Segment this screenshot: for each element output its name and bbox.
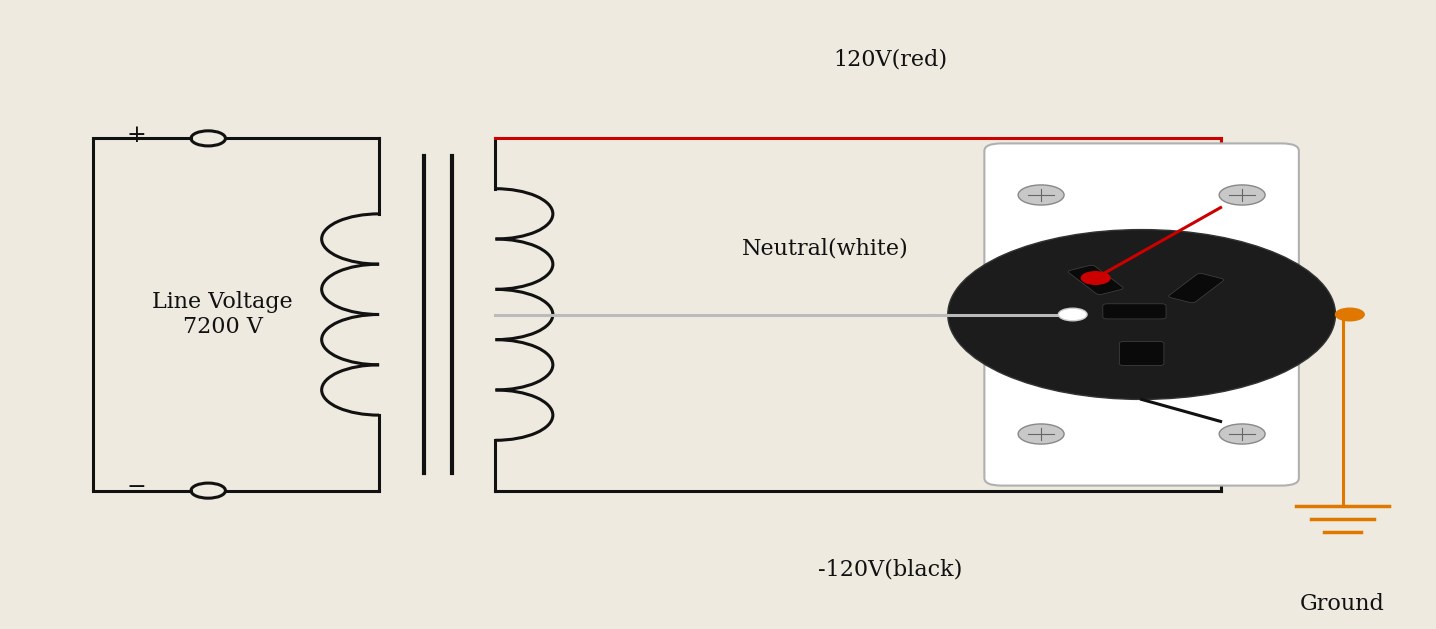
Circle shape <box>1018 424 1064 444</box>
Text: -120V(black): -120V(black) <box>819 559 962 580</box>
FancyBboxPatch shape <box>985 143 1298 486</box>
Text: 120V(red): 120V(red) <box>833 49 948 70</box>
Circle shape <box>1219 185 1265 205</box>
Text: Neutral(white): Neutral(white) <box>742 238 909 259</box>
Circle shape <box>948 230 1335 399</box>
FancyBboxPatch shape <box>1169 274 1223 303</box>
Text: −: − <box>126 476 146 499</box>
Text: +: + <box>126 124 146 147</box>
Circle shape <box>1219 424 1265 444</box>
Text: Line Voltage
7200 V: Line Voltage 7200 V <box>152 291 293 338</box>
Circle shape <box>1081 272 1110 284</box>
FancyBboxPatch shape <box>1068 265 1123 294</box>
Circle shape <box>1018 185 1064 205</box>
FancyBboxPatch shape <box>1103 304 1166 319</box>
FancyBboxPatch shape <box>1120 342 1165 365</box>
Circle shape <box>1058 308 1087 321</box>
Text: Ground: Ground <box>1300 593 1386 615</box>
Circle shape <box>1335 308 1364 321</box>
